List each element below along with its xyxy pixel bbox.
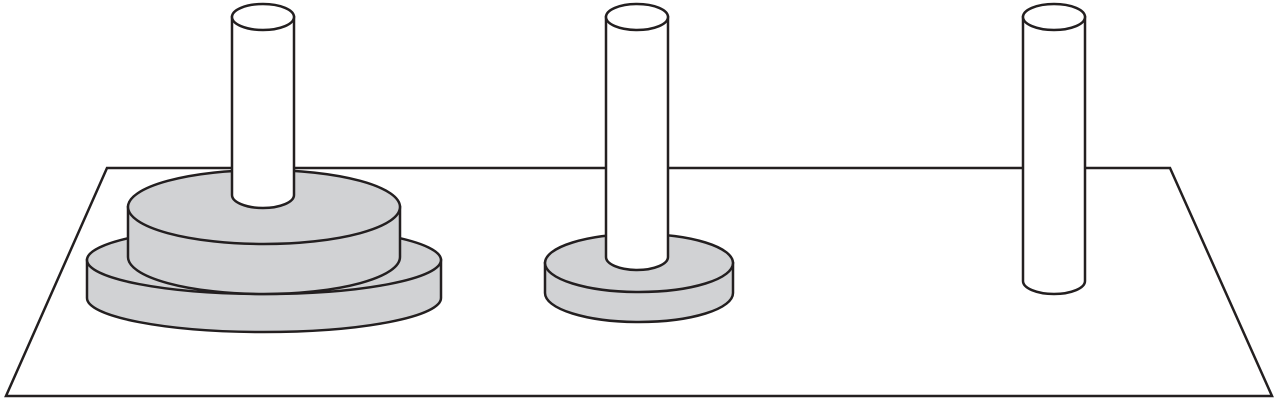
peg-1-body	[230, 15, 296, 210]
peg-2-cap	[604, 2, 670, 32]
peg-1-cap	[230, 2, 296, 32]
peg-3-cap	[1021, 2, 1087, 32]
peg-3-body	[1021, 15, 1087, 296]
puzzle-drawing	[4, 2, 1274, 398]
peg-1	[230, 2, 296, 210]
peg-2-body	[604, 15, 670, 272]
disk-medium	[126, 168, 402, 296]
peg-2	[604, 2, 670, 272]
peg-3	[1021, 2, 1087, 296]
